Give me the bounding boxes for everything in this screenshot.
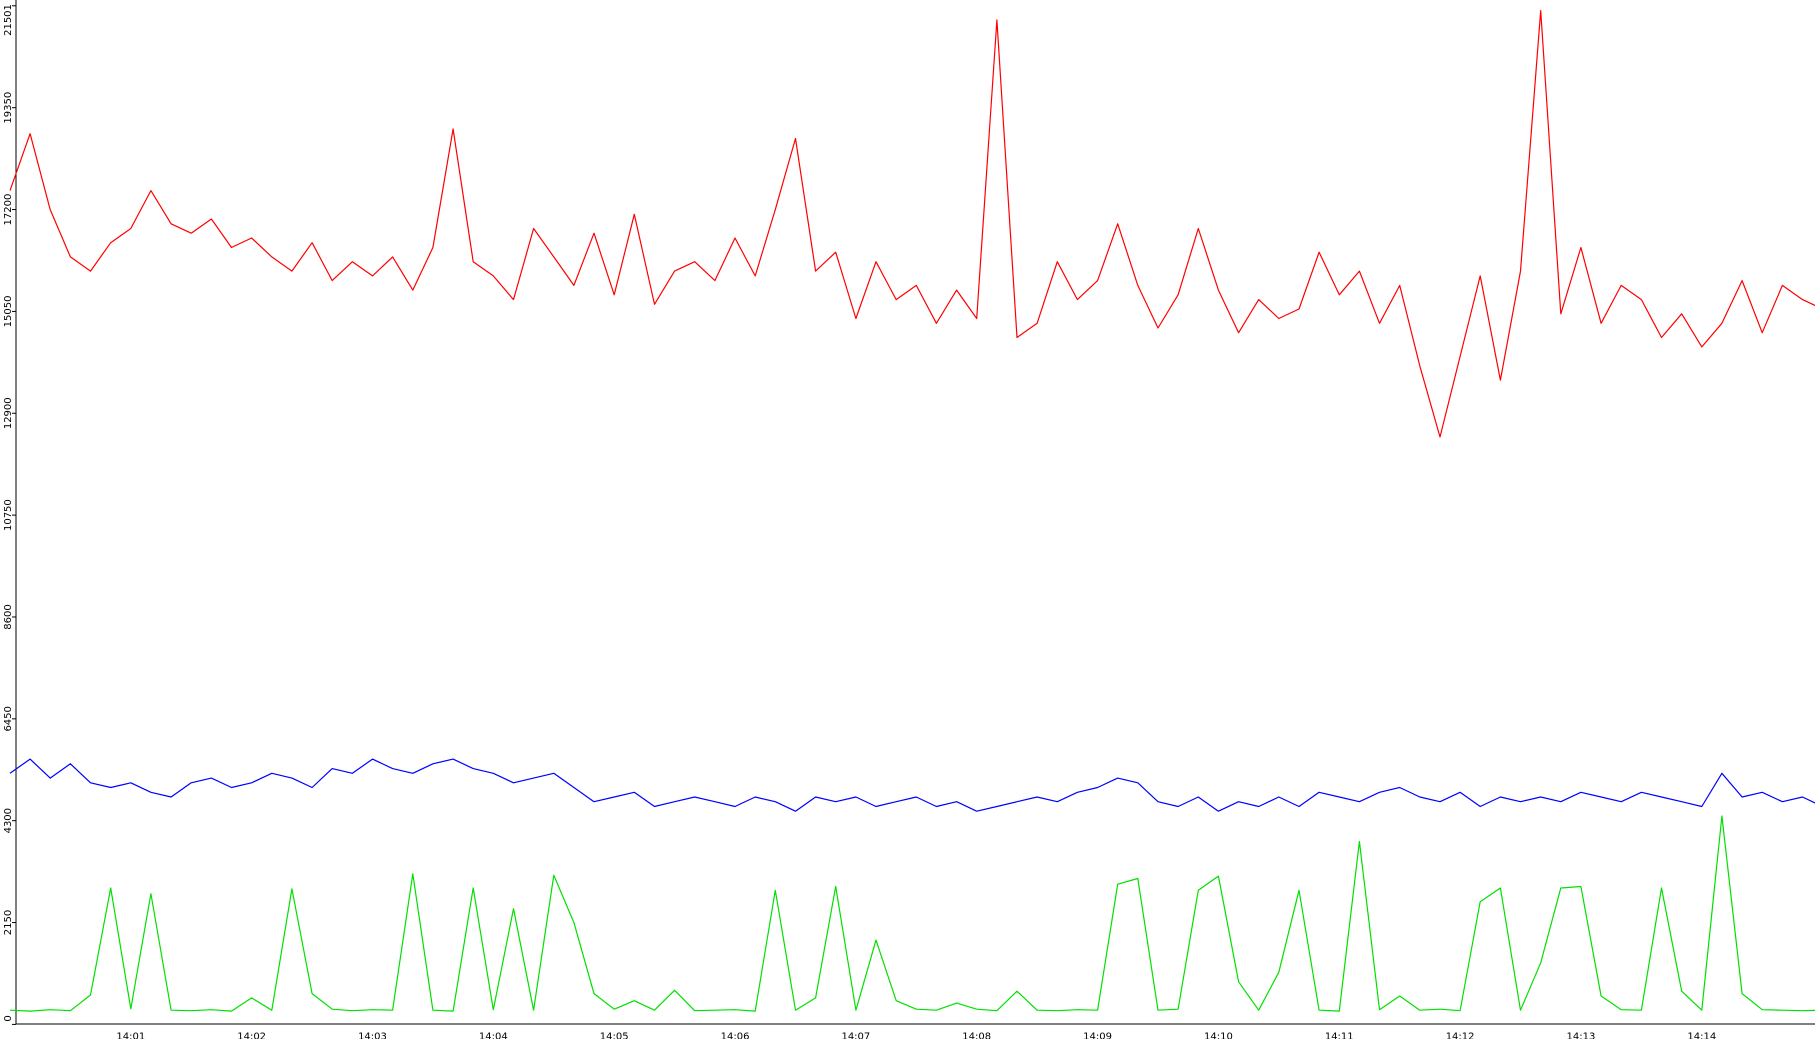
x-tick-label: 14:13	[1567, 1031, 1596, 1039]
y-tick-label: 4300	[3, 808, 14, 833]
x-tick-label: 14:02	[237, 1031, 266, 1039]
x-tick-label: 14:06	[721, 1031, 750, 1039]
y-tick-label: 19350	[3, 92, 14, 124]
series-line	[9, 815, 1815, 1012]
series-line	[9, 10, 1815, 438]
series-line	[9, 758, 1815, 812]
y-tick-label: 2150	[3, 910, 14, 935]
y-tick-label: 12900	[3, 397, 14, 429]
x-tick-label: 14:01	[116, 1031, 145, 1039]
x-tick-label: 14:11	[1325, 1031, 1354, 1039]
y-tick-label: 21501	[3, 4, 14, 36]
x-tick-label: 14:08	[962, 1031, 991, 1039]
x-tick-label: 14:09	[1083, 1031, 1112, 1039]
x-tick-label: 14:04	[479, 1031, 508, 1039]
y-tick-label: 6450	[3, 706, 14, 731]
x-tick-label: 14:14	[1687, 1031, 1716, 1039]
x-tick-label: 14:05	[600, 1031, 629, 1039]
x-tick-label: 14:03	[358, 1031, 387, 1039]
y-tick-label: 10750	[3, 499, 14, 531]
x-tick-label: 14:10	[1204, 1031, 1233, 1039]
y-tick-label: 15050	[3, 296, 14, 328]
y-tick-label: 8600	[3, 604, 14, 629]
y-tick-label: 17200	[3, 194, 14, 226]
y-tick-label: 0	[3, 1015, 14, 1021]
x-tick-label: 14:12	[1446, 1031, 1475, 1039]
x-tick-label: 14:07	[841, 1031, 870, 1039]
